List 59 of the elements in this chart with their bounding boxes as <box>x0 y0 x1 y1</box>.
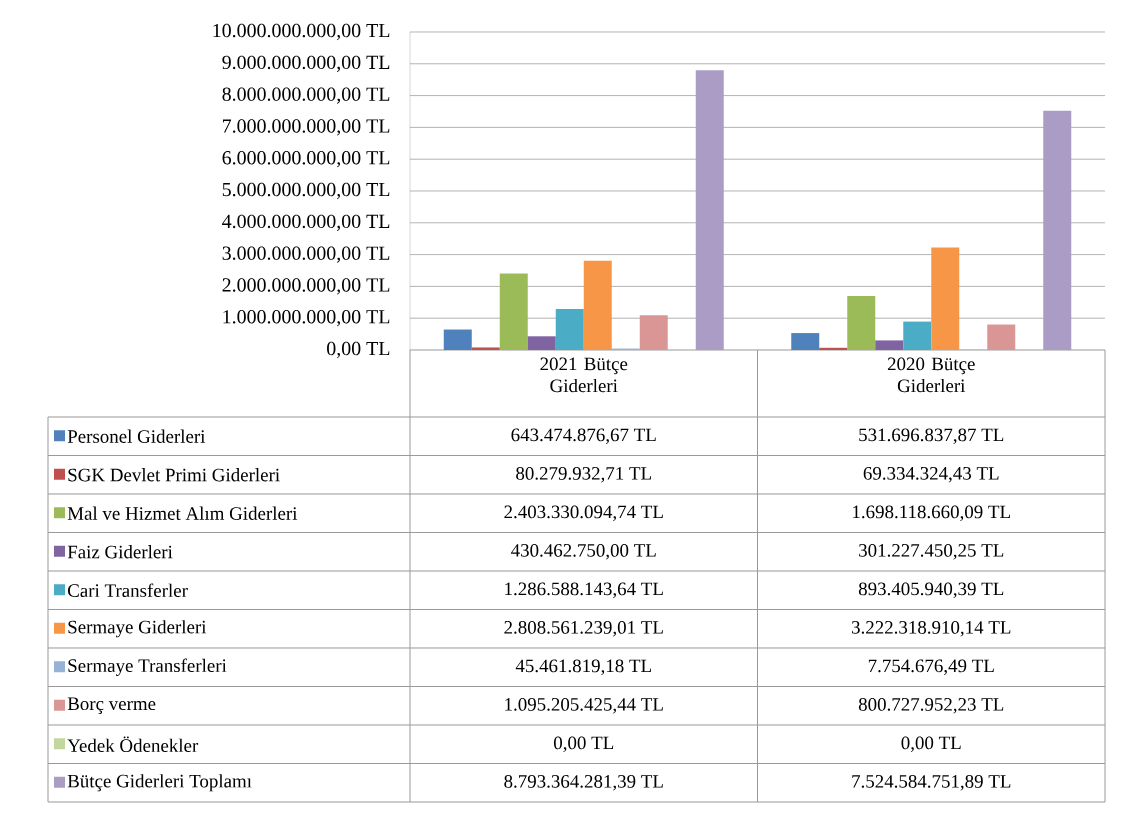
data-label: 643.474.876,67 TL <box>511 428 656 444</box>
bar <box>791 333 820 350</box>
y-tick-label: 8.000.000.000,00 TL <box>222 87 390 104</box>
x-tick-label: 2020 Bütçe Giderleri <box>887 357 975 393</box>
y-tick-label: 6.000.000.000,00 TL <box>222 151 390 168</box>
bar <box>583 260 612 350</box>
y-tick-label: 1.000.000.000,00 TL <box>223 310 390 327</box>
x-tick-label: 2021 Bütçe Giderleri <box>540 357 628 393</box>
data-label: 2.403.330.094,74 TL <box>504 505 663 521</box>
bar <box>847 296 876 350</box>
data-label: 430.462.750,00 TL <box>511 544 656 560</box>
y-tick-label: 0,00 TL <box>327 341 390 359</box>
data-label: 69.334.324,43 TL <box>863 467 999 483</box>
data-label: 0,00 TL <box>901 736 961 752</box>
bar <box>987 324 1016 350</box>
data-label: 301.227.450,25 TL <box>859 544 1004 560</box>
bar <box>555 309 584 350</box>
bar <box>443 329 472 350</box>
legend-label: Sermaye Transferleri <box>68 658 227 676</box>
data-label: 45.461.819,18 TL <box>515 659 651 675</box>
bar <box>1043 110 1072 350</box>
data-label: 800.727.952,23 TL <box>858 698 1004 714</box>
data-label: 3.222.318.910,14 TL <box>851 621 1011 637</box>
y-tick-label: 3.000.000.000,00 TL <box>222 246 390 263</box>
data-label: 1.698.118.660,09 TL <box>853 505 1010 521</box>
legend-label: SGK Devlet Primi Giderleri <box>68 468 280 482</box>
y-tick-label: 7.000.000.000,00 TL <box>222 119 390 136</box>
bar <box>903 321 932 350</box>
data-label: 1.286.588.143,64 TL <box>505 582 663 598</box>
bar <box>819 347 848 350</box>
legend-label: Mal ve Hizmet Alım Giderleri <box>67 506 298 520</box>
y-tick-label: 5.000.000.000,00 TL <box>222 182 390 200</box>
bar <box>527 336 556 350</box>
y-tick-label: 10.000.000.000,00 TL <box>213 23 390 41</box>
y-tick-label: 9.000.000.000,00 TL <box>222 55 390 72</box>
data-label: 8.793.364.281,39 TL <box>504 775 663 791</box>
legend-label: Cari Transferler <box>67 583 188 598</box>
legend-label: Sermaye Giderleri <box>68 620 207 638</box>
data-label: 7.524.584.751,89 TL <box>852 775 1011 791</box>
bar <box>931 247 960 350</box>
legend-label: Faiz Giderleri <box>67 545 173 559</box>
data-label: 1.095.205.425,44 TL <box>505 698 663 714</box>
legend-label: Bütçe Giderleri Toplamı <box>67 774 252 792</box>
bar <box>471 347 500 350</box>
data-label: 2.808.561.239,01 TL <box>504 621 663 637</box>
bar <box>875 340 904 350</box>
bar <box>695 70 724 350</box>
data-label: 80.279.932,71 TL <box>516 467 651 483</box>
legend-label: Borç verme <box>67 697 156 714</box>
data-label: 893.405.940,39 TL <box>858 582 1004 598</box>
bar <box>499 273 528 350</box>
legend-label: Personel Giderleri <box>67 429 206 443</box>
data-label: 0,00 TL <box>553 736 614 752</box>
data-label: 7.754.676,49 TL <box>868 659 994 675</box>
y-tick-label: 2.000.000.000,00 TL <box>222 278 390 295</box>
y-tick-label: 4.000.000.000,00 TL <box>222 214 390 231</box>
legend-label: Yedek Ödenekler <box>67 736 199 753</box>
bar <box>639 315 668 350</box>
data-label: 531.696.837,87 TL <box>859 428 1004 444</box>
